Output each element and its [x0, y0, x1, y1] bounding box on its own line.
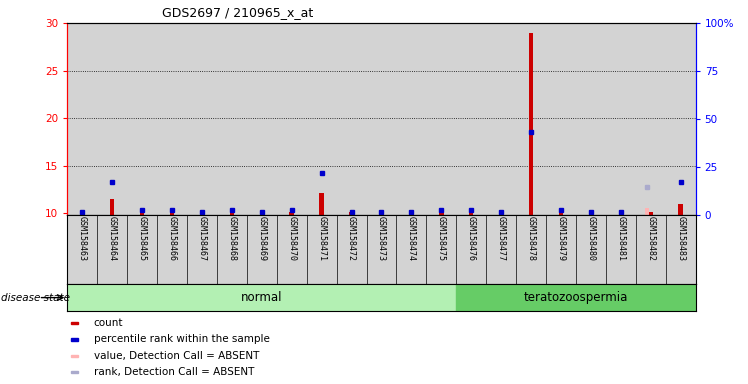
Bar	[170, 212, 174, 215]
Bar	[559, 212, 563, 215]
Text: GSM158482: GSM158482	[646, 217, 655, 262]
Text: GSM158466: GSM158466	[168, 217, 177, 262]
Text: normal: normal	[241, 291, 283, 304]
Bar	[645, 209, 649, 215]
Bar	[277, 23, 307, 215]
Bar	[456, 284, 696, 311]
Text: GSM158483: GSM158483	[676, 217, 685, 262]
Bar	[71, 322, 79, 324]
Bar	[337, 23, 367, 215]
Text: GSM158480: GSM158480	[586, 217, 595, 262]
Bar	[606, 23, 636, 215]
Bar	[349, 212, 354, 215]
Bar	[499, 212, 503, 215]
Text: value, Detection Call = ABSENT: value, Detection Call = ABSENT	[94, 351, 259, 361]
Bar	[200, 212, 204, 215]
Bar	[110, 199, 114, 215]
Bar	[217, 23, 247, 215]
Bar	[307, 23, 337, 215]
Bar	[379, 212, 384, 215]
Bar	[619, 212, 623, 215]
Text: GSM158479: GSM158479	[557, 217, 565, 262]
Text: percentile rank within the sample: percentile rank within the sample	[94, 334, 269, 344]
Text: GSM158468: GSM158468	[227, 217, 236, 262]
Text: disease state: disease state	[1, 293, 70, 303]
Bar	[71, 371, 79, 373]
Bar	[678, 204, 683, 215]
Text: GSM158477: GSM158477	[497, 217, 506, 262]
Bar	[80, 212, 85, 215]
Text: GDS2697 / 210965_x_at: GDS2697 / 210965_x_at	[162, 6, 313, 19]
Bar	[157, 23, 187, 215]
Text: GSM158467: GSM158467	[197, 217, 206, 262]
Bar	[67, 284, 456, 311]
Text: count: count	[94, 318, 123, 328]
Text: GSM158473: GSM158473	[377, 217, 386, 262]
Text: GSM158463: GSM158463	[78, 217, 87, 262]
Text: GSM158465: GSM158465	[138, 217, 147, 262]
Bar	[187, 23, 217, 215]
Bar	[140, 212, 144, 215]
Bar	[576, 23, 606, 215]
Bar	[71, 354, 79, 357]
Bar	[289, 212, 294, 215]
Bar	[636, 23, 666, 215]
Bar	[260, 212, 264, 215]
Bar	[529, 33, 533, 215]
Bar	[666, 23, 696, 215]
Bar	[319, 193, 324, 215]
Bar	[230, 212, 234, 215]
Bar	[516, 23, 546, 215]
Text: GSM158475: GSM158475	[437, 217, 446, 262]
Text: GSM158478: GSM158478	[527, 217, 536, 262]
Text: GSM158476: GSM158476	[467, 217, 476, 262]
Bar	[649, 212, 653, 215]
Bar	[469, 212, 473, 215]
Text: rank, Detection Call = ABSENT: rank, Detection Call = ABSENT	[94, 367, 254, 377]
Text: teratozoospermia: teratozoospermia	[524, 291, 628, 304]
Bar	[396, 23, 426, 215]
Bar	[127, 23, 157, 215]
Text: GSM158474: GSM158474	[407, 217, 416, 262]
Bar	[67, 23, 97, 215]
Bar	[456, 23, 486, 215]
Bar	[71, 338, 79, 341]
Bar	[546, 23, 576, 215]
Bar	[409, 212, 414, 215]
Text: GSM158481: GSM158481	[616, 217, 625, 262]
Bar	[367, 23, 396, 215]
Text: GSM158464: GSM158464	[108, 217, 117, 262]
Bar	[426, 23, 456, 215]
Text: GSM158471: GSM158471	[317, 217, 326, 262]
Text: GSM158470: GSM158470	[287, 217, 296, 262]
Bar	[439, 212, 444, 215]
Bar	[97, 23, 127, 215]
Bar	[247, 23, 277, 215]
Bar	[486, 23, 516, 215]
Bar	[589, 212, 593, 215]
Text: GSM158469: GSM158469	[257, 217, 266, 262]
Text: GSM158472: GSM158472	[347, 217, 356, 262]
